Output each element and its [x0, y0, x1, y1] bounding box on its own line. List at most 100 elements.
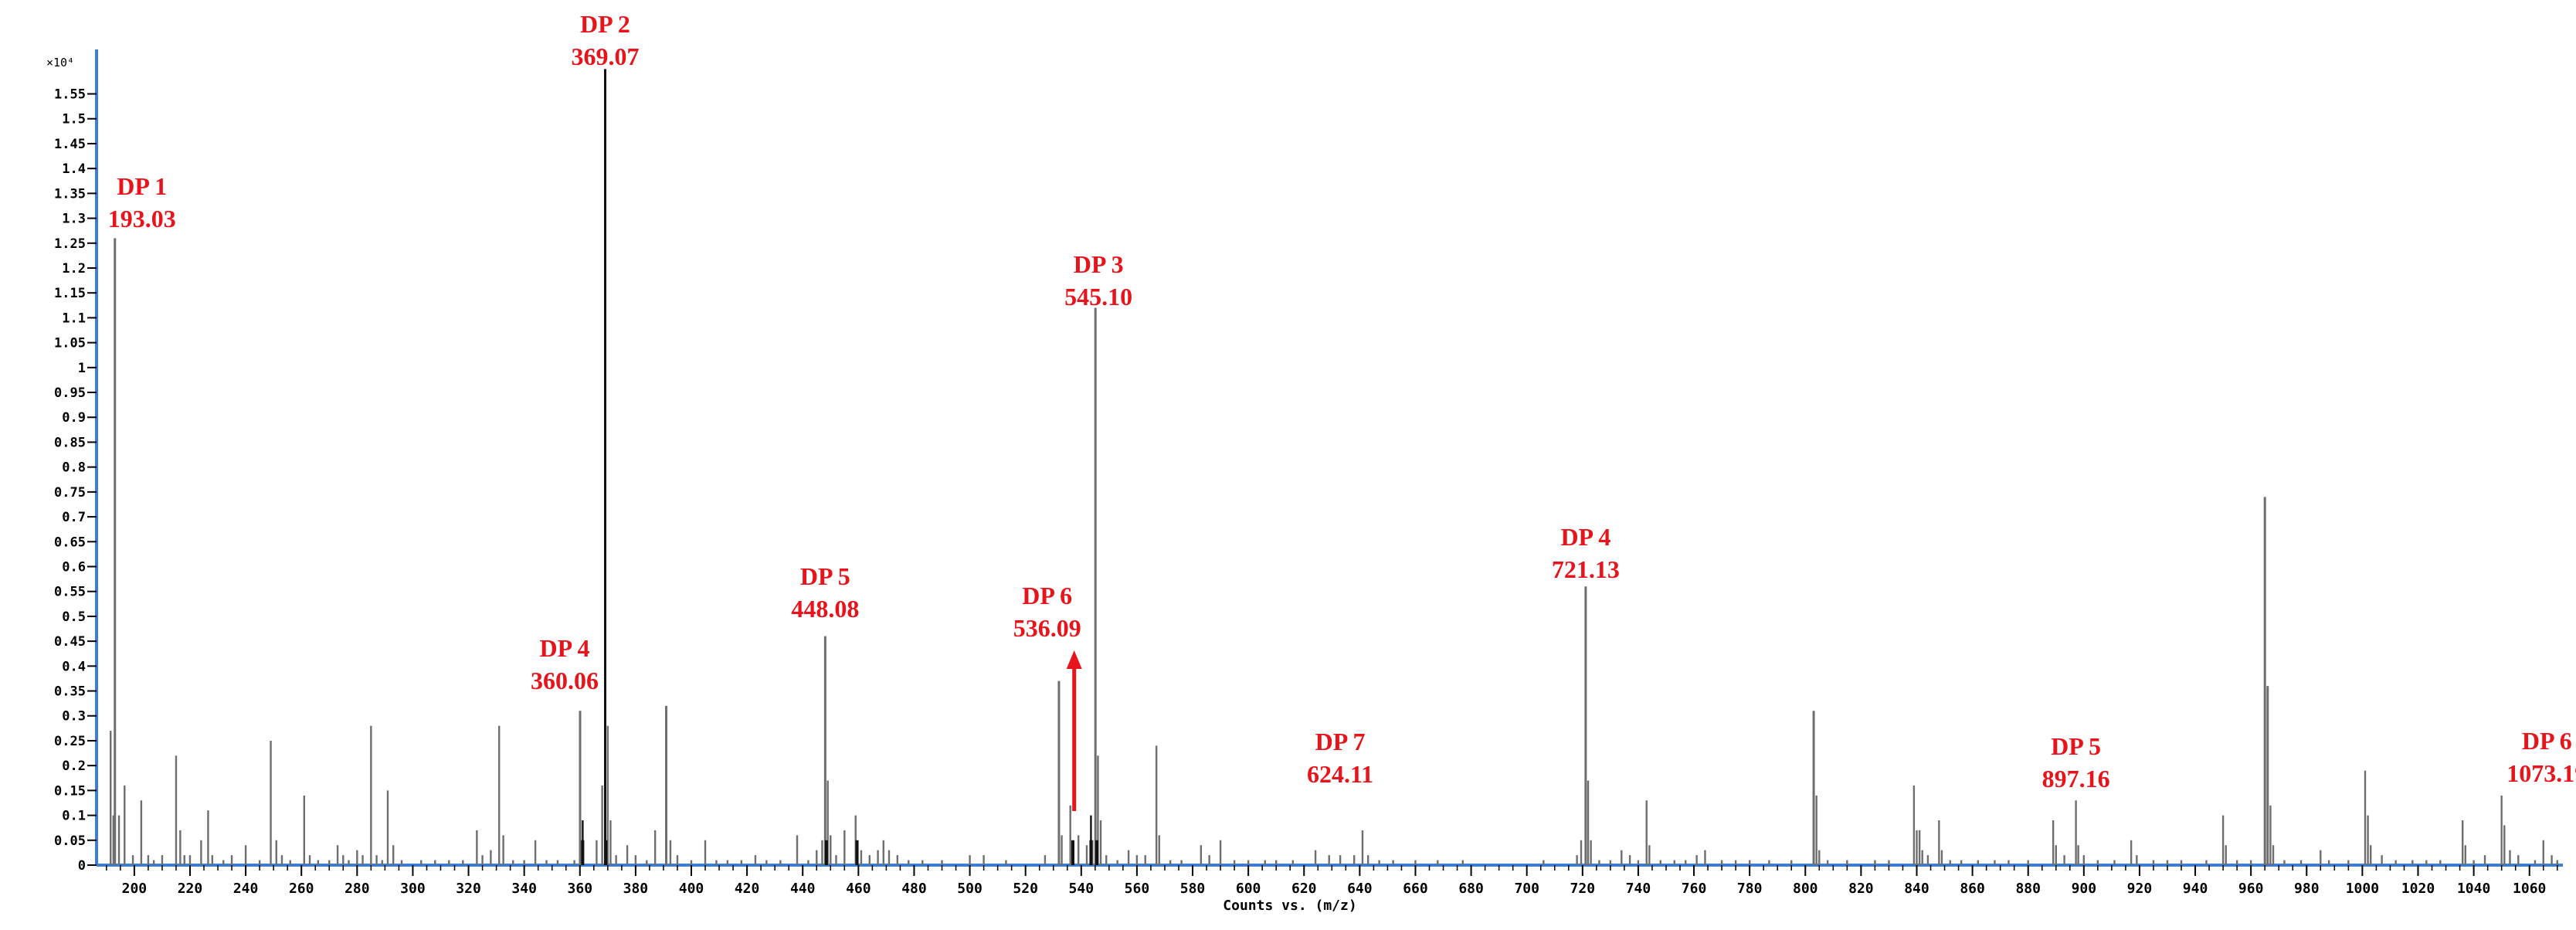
- annotation-mz-label: 360.06: [531, 667, 599, 694]
- y-tick-label: 0.4: [62, 659, 86, 674]
- annotation-dp-label: DP 1: [117, 172, 167, 200]
- annotation-mz-label: 1073.19: [2506, 759, 2576, 787]
- annotation-mz-label: 624.11: [1307, 760, 1373, 788]
- y-tick-label: 0.65: [54, 535, 86, 550]
- y-tick-label: 0.55: [54, 585, 86, 600]
- y-tick-label: 0.9: [62, 410, 86, 426]
- y-axis: 0 0.05 0.1 0.15 0.2 0.25 0.3 0.35 0.4 0.45 0.5 0.55…: [54, 49, 98, 874]
- x-tick-label: 560: [1125, 881, 1150, 897]
- x-tick-label: 980: [2294, 881, 2320, 897]
- annotation-dp-label: DP 4: [540, 634, 590, 662]
- y-tick-label: 0.15: [54, 783, 86, 799]
- x-tick-label: 540: [1069, 881, 1095, 897]
- x-tick-label: 680: [1458, 881, 1484, 897]
- x-tick-label: 860: [1960, 881, 1985, 897]
- x-tick-label: 240: [233, 881, 259, 897]
- y-tick-label: 0.75: [54, 485, 86, 501]
- y-tick-label: 1.45: [54, 137, 86, 152]
- x-tick-label: 1040: [2457, 881, 2490, 897]
- y-tick-label: 1.15: [54, 286, 86, 301]
- x-tick-label: 280: [344, 881, 370, 897]
- x-tick-label: 820: [1848, 881, 1874, 897]
- annotation-mz-label: 448.08: [791, 595, 859, 623]
- x-tick-label: 1020: [2401, 881, 2435, 897]
- x-tick-label: 800: [1793, 881, 1818, 897]
- y-tick-label: 0: [78, 858, 86, 874]
- y-tick-label: 0.25: [54, 734, 86, 749]
- x-tick-label: 480: [901, 881, 927, 897]
- annotation-dp-label: DP 3: [1074, 250, 1124, 278]
- y-tick-label: 0.05: [54, 833, 86, 849]
- peak-annotations: DP 1 193.03 DP 2 369.07 DP 4 360.06 DP 5 448.08…: [108, 10, 2576, 811]
- x-tick-label: 900: [2072, 881, 2097, 897]
- y-tick-label: 1.1: [62, 311, 86, 326]
- y-tick-label: 0.2: [62, 759, 86, 774]
- annotation-mz-label: 721.13: [1552, 555, 1620, 583]
- x-tick-label: 720: [1570, 881, 1596, 897]
- y-tick-label: 0.95: [54, 385, 86, 401]
- annotation-dp-label: DP 6: [1022, 582, 1072, 609]
- x-tick-label: 600: [1236, 881, 1261, 897]
- x-tick-label: 340: [511, 881, 537, 897]
- y-tick-label: 0.6: [62, 559, 86, 575]
- x-tick-label: 840: [1904, 881, 1929, 897]
- annotation-dp-label: DP 7: [1315, 728, 1366, 755]
- annotation-dp-label: DP 5: [800, 562, 850, 590]
- x-tick-label: 1060: [2513, 881, 2546, 897]
- annotation-mz-label: 369.07: [571, 42, 639, 70]
- y-tick-label: 0.45: [54, 634, 86, 650]
- arrow-up-icon: [1066, 650, 1082, 669]
- x-tick-label: 500: [957, 881, 983, 897]
- x-tick-label: 420: [735, 881, 760, 897]
- x-tick-label: 400: [679, 881, 704, 897]
- spectrum-peaks: [110, 69, 2558, 865]
- y-tick-label: 0.35: [54, 684, 86, 700]
- x-tick-label: 700: [1514, 881, 1539, 897]
- x-tick-label: 460: [846, 881, 871, 897]
- y-tick-label: 1.4: [62, 161, 86, 177]
- x-tick-label: 760: [1682, 881, 1707, 897]
- y-tick-label: 1.55: [54, 87, 86, 103]
- x-tick-label: 780: [1737, 881, 1763, 897]
- y-tick-label: 0.1: [62, 809, 86, 824]
- x-tick-label: 880: [2015, 881, 2041, 897]
- x-tick-label: 200: [122, 881, 148, 897]
- x-tick-label: 960: [2238, 881, 2264, 897]
- x-tick-label: 1000: [2346, 881, 2379, 897]
- y-tick-label: 1: [78, 361, 86, 376]
- y-tick-label: 0.85: [54, 435, 86, 450]
- x-tick-label: 520: [1013, 881, 1038, 897]
- y-tick-label: 1.25: [54, 236, 86, 252]
- annotation-mz-label: 193.03: [108, 205, 176, 232]
- y-tick-label: 0.8: [62, 460, 86, 476]
- x-tick-label: 320: [456, 881, 481, 897]
- x-tick-label: 440: [790, 881, 816, 897]
- annotation-mz-label: 545.10: [1064, 283, 1132, 311]
- x-tick-label: 380: [623, 881, 649, 897]
- y-tick-label: 0.7: [62, 510, 86, 525]
- x-tick-label: 660: [1403, 881, 1428, 897]
- annotation-dp-label: DP 2: [580, 10, 630, 38]
- annotation-mz-label: 897.16: [2042, 765, 2110, 793]
- x-tick-label: 740: [1626, 881, 1651, 897]
- x-tick-label: 620: [1291, 881, 1317, 897]
- y-tick-label: 0.5: [62, 609, 86, 625]
- annotation-dp-label: DP 5: [2051, 732, 2101, 760]
- y-tick-label: 1.3: [62, 212, 86, 227]
- y-tick-label: 1.05: [54, 336, 86, 351]
- y-tick-label: 1.5: [62, 112, 86, 127]
- x-tick-label: 220: [178, 881, 203, 897]
- x-tick-label: 580: [1180, 881, 1206, 897]
- y-tick-label: 1.35: [54, 186, 86, 202]
- x-tick-label: 360: [568, 881, 593, 897]
- y-tick-label: 1.2: [62, 261, 86, 277]
- annotation-dp-label: DP 6: [2522, 727, 2572, 755]
- y-tick-label: 0.3: [62, 709, 86, 725]
- x-tick-label: 640: [1347, 881, 1373, 897]
- annotation-mz-label: 536.09: [1013, 614, 1081, 642]
- x-tick-label: 940: [2183, 881, 2208, 897]
- x-tick-label: 300: [400, 881, 426, 897]
- y-scale-label: ×10⁴: [46, 56, 74, 70]
- x-tick-label: 920: [2127, 881, 2153, 897]
